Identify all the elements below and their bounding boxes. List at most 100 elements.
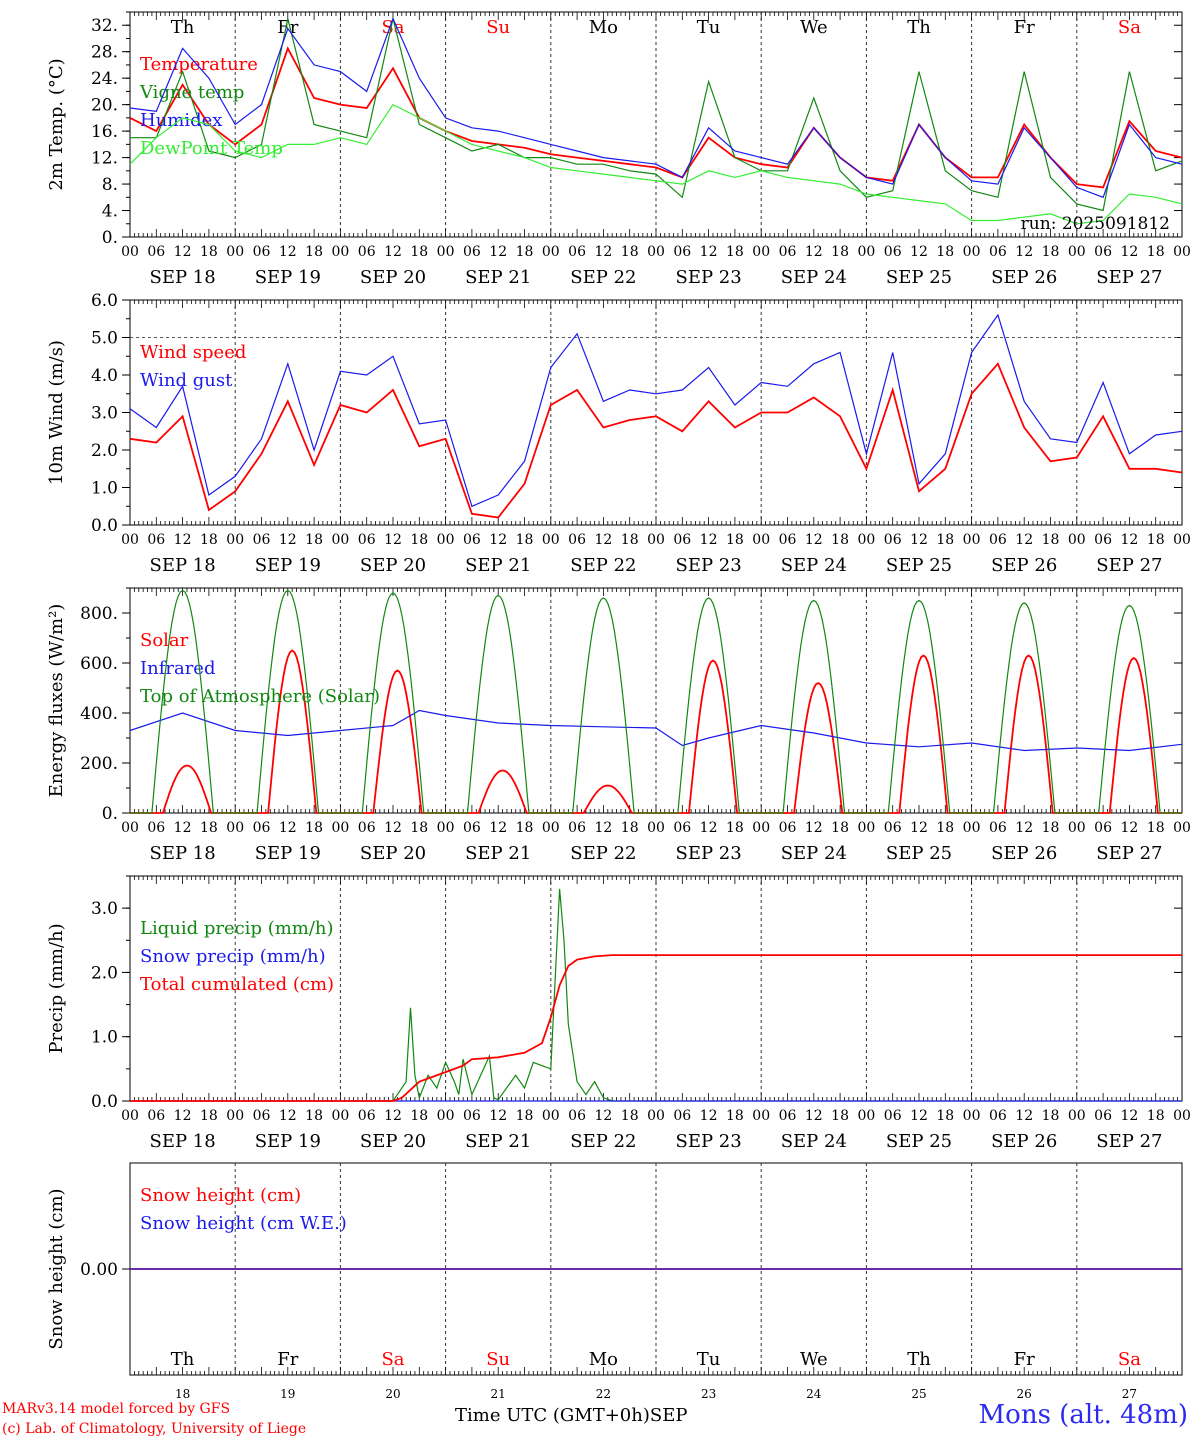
panel-1: 0. 4. 8. 12. 16. 20. 24. 28. 32. 2m Temp. (°C) Th F… [46,11,1191,288]
x-date-label: SEP 25 [886,843,952,864]
x-day-number: 26 [1017,1387,1032,1401]
y-tick-label: 28. [91,43,118,63]
x-date-label: SEP 18 [149,843,215,864]
x-hour-label: 18 [831,820,849,836]
series-line-liquid-precip-mm-h- [130,888,1182,1102]
x-date-label: SEP 24 [781,555,847,576]
day-of-week-label: Fr [277,17,298,38]
x-hour-label: 18 [410,1108,428,1124]
x-hour-label: 18 [516,532,534,548]
panel-3: 0. 200. 400. 600. 800. Energy fluxes (W/m²) So… [46,587,1191,864]
x-date-label: SEP 23 [675,1131,741,1152]
day-of-week-label: Th [171,17,195,38]
x-hour-label: 12 [700,244,718,260]
x-hour-label: 00 [1068,820,1086,836]
series-line-wind-gust [129,313,1183,508]
x-date-label: SEP 18 [149,555,215,576]
y-tick-label: 600. [80,654,118,674]
legend-entry: Snow height (cm W.E.) [140,1213,347,1234]
x-date-label: SEP 27 [1096,267,1162,288]
x-hour-label: 18 [621,1108,639,1124]
panel-4: 0.0 1.0 2.0 3.0 Precip (mm/h) Liquid precip (… [46,875,1191,1152]
x-hour-label: 06 [568,820,586,836]
x-hour-label: 18 [1042,244,1060,260]
x-date-label: SEP 26 [991,555,1057,576]
run-label: run: 2025091812 [1021,214,1170,234]
y-tick-label: 20. [91,96,118,116]
x-hour-label: 06 [463,1108,481,1124]
panel-2: 0.0 1.0 2.0 3.0 4.0 5.0 6.0 10m Wind (m/s) Wind … [46,291,1191,576]
x-date-label: SEP 23 [675,555,741,576]
legend-entry: Wind gust [140,370,233,391]
x-hour-label: 00 [437,244,455,260]
legend-entry: Snow height (cm) [140,1185,301,1206]
y-tick-label: 400. [80,704,118,724]
x-day-number: 22 [596,1387,611,1401]
x-date-label: SEP 20 [360,843,426,864]
legend-entry: Temperature [140,54,258,75]
x-date-label: SEP 24 [781,267,847,288]
y-tick-label: 6.0 [91,291,118,311]
x-hour-label: 18 [831,244,849,260]
x-date-label: SEP 19 [255,267,321,288]
x-hour-label: 00 [331,244,349,260]
x-day-number: 18 [175,1387,190,1401]
day-of-week-label: Th [907,1349,931,1370]
x-date-label: SEP 19 [255,843,321,864]
legend-entry: Total cumulated (cm) [140,974,334,995]
day-of-week-label: Sa [381,1349,404,1370]
x-hour-label: 12 [489,244,507,260]
y-tick-label: 3.0 [91,404,118,424]
x-date-label: SEP 24 [781,843,847,864]
x-hour-label: 00 [857,532,875,548]
x-hour-label: 06 [673,1108,691,1124]
x-hour-label: 12 [910,244,928,260]
x-hour-label: 00 [121,532,139,548]
x-hour-label: 18 [410,820,428,836]
x-date-label: SEP 21 [465,1131,531,1152]
x-hour-label: 12 [594,244,612,260]
legend-entry: Solar [140,630,189,651]
x-hour-label: 06 [779,532,797,548]
x-hour-label: 06 [989,1108,1007,1124]
x-hour-label: 18 [200,820,218,836]
x-hour-label: 12 [1120,244,1138,260]
day-of-week-label: Tu [697,1349,721,1370]
x-hour-label: 18 [936,532,954,548]
x-hour-label: 00 [542,244,560,260]
x-hour-label: 00 [963,244,981,260]
x-hour-label: 18 [1042,532,1060,548]
x-hour-label: 12 [805,532,823,548]
x-hour-label: 12 [174,532,192,548]
y-tick-label: 1.0 [91,479,118,499]
x-hour-label: 12 [594,532,612,548]
y-axis-label: Energy fluxes (W/m²) [46,604,67,798]
x-hour-label: 06 [358,532,376,548]
day-of-week-label: Mo [589,1349,618,1370]
series-line-wind-speed [129,362,1183,519]
x-date-label: SEP 22 [570,555,636,576]
x-hour-label: 18 [1147,1108,1165,1124]
y-tick-label: 2.0 [91,441,118,461]
series-line-vigne-temp [130,18,1183,212]
x-hour-label: 00 [1068,532,1086,548]
x-hour-label: 06 [253,820,271,836]
x-hour-label: 06 [1094,244,1112,260]
x-date-label: SEP 18 [149,267,215,288]
x-date-label: SEP 26 [991,843,1057,864]
y-tick-label: 2.0 [91,963,118,983]
series-line-humidex [129,16,1183,199]
x-hour-label: 06 [358,244,376,260]
x-hour-label: 00 [1173,1108,1191,1124]
y-tick-label: 16. [91,122,118,142]
x-hour-label: 12 [1120,532,1138,548]
x-hour-label: 06 [147,244,165,260]
day-of-week-label: Mo [589,17,618,38]
x-day-number: 21 [491,1387,506,1401]
x-hour-label: 00 [1173,532,1191,548]
x-hour-label: 18 [831,1108,849,1124]
x-date-label: SEP 19 [255,1131,321,1152]
day-of-week-label: We [800,17,828,38]
x-hour-label: 12 [910,1108,928,1124]
x-hour-label: 06 [568,532,586,548]
